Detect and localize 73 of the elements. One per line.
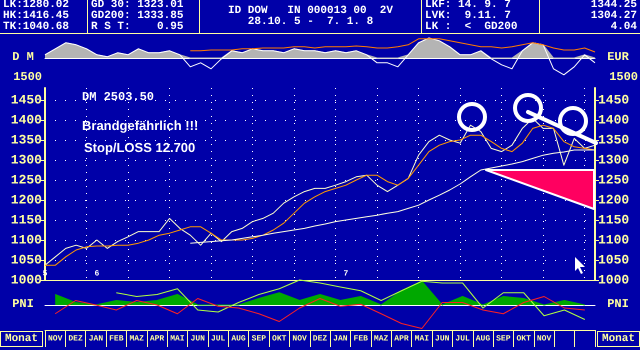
x-tick-label: MAI [170, 334, 185, 344]
x-tick-label: 5 [42, 270, 48, 278]
text: R S T: 0.95 [91, 21, 184, 33]
x-tick-label: FEB [354, 334, 368, 344]
y-axis-title: PNI [11, 297, 35, 311]
x-tick-label: APR [150, 334, 164, 344]
x-tick-label: DEZ [68, 334, 83, 344]
x-tick-label: JUN [435, 334, 450, 344]
y-tick-label: 1000 [10, 272, 42, 288]
y-tick-label: 1450 [10, 92, 42, 108]
y2-tick-label: 1400 [598, 112, 630, 128]
x-tick-label: SEP [496, 334, 511, 344]
x-tick-label: MAZ [129, 334, 144, 344]
y-tick-label: 1050 [10, 252, 42, 268]
x-tick-label: JUL [455, 334, 470, 344]
text: 28.10. 5 - 7. 1. 8 [248, 16, 374, 28]
x-tick-label: APR [394, 334, 409, 344]
y2-tick-label: 1050 [598, 252, 630, 268]
y-tick-label: 1100 [10, 232, 42, 248]
text: TK:1040.68 [3, 21, 70, 33]
annotation: Stop/LOSS 12.700 [84, 140, 196, 155]
y-tick-label: 1150 [10, 212, 42, 228]
x-tick-label: OKT [272, 334, 287, 344]
text: GD 30: 1323.01 [91, 0, 184, 11]
y2-tick-label: 1450 [598, 92, 630, 108]
text: HK:1416.45 [3, 10, 70, 22]
y2-tick-label: 1150 [598, 212, 630, 228]
y2-axis-title: EUR [606, 50, 630, 64]
y2-tick-label: 1100 [598, 232, 630, 248]
x-tick-label: JAN [88, 334, 104, 344]
y2-tick-label: 1250 [598, 172, 630, 188]
text: LVK: 9.11. 7 [425, 10, 511, 22]
text: LK:1280.02 [3, 0, 70, 11]
x-tick-label: MAZ [374, 334, 389, 344]
x-tick-label: SEP [252, 334, 266, 344]
x-tick-label: DEZ [312, 334, 328, 344]
x-tick-label: MAI [414, 334, 430, 344]
x-tick-label: 6 [94, 270, 100, 278]
text: LK : < GD200 [425, 21, 518, 33]
y-tick-label: 1350 [10, 132, 42, 148]
y2-tick-label: 1000 [598, 272, 630, 288]
text: 1500 [12, 70, 42, 84]
y-tick-label: 1300 [10, 152, 42, 168]
text: 1344.25 [590, 0, 637, 11]
text: 4.04 [610, 21, 637, 33]
x-tick-label: NOV [536, 334, 552, 344]
x-tick-label: AUG [476, 334, 490, 344]
x-tick-label: JUN [190, 334, 206, 344]
x-tick-label: NOV [48, 334, 63, 344]
x-axis-title: Monat [597, 331, 640, 347]
y-tick-label: 1400 [10, 112, 42, 128]
y2-tick-label: 1300 [598, 152, 630, 168]
annotation: DM 2503.50 [82, 90, 154, 104]
x-tick-label: NOV [292, 334, 308, 344]
x-tick-label: AUG [231, 334, 246, 344]
text: Monat [4, 333, 38, 345]
text: 1500 [609, 70, 638, 84]
y2-tick-label: 1200 [598, 192, 630, 208]
y2-axis-title: PNI [606, 297, 630, 311]
annotation: Brandgefährlich !!! [82, 118, 198, 133]
text: ID DOW IN 000013 00 2V [228, 5, 394, 17]
y-tick-label: 1200 [10, 192, 42, 208]
y2-tick-label: 1350 [598, 132, 630, 148]
x-tick-label: 7 [344, 270, 349, 278]
x-tick-label: JUL [210, 334, 226, 344]
text: LKF: 14. 9. 7 [425, 0, 511, 11]
x-tick-label: OKT [516, 334, 532, 344]
x-tick-label: JAN [333, 334, 348, 344]
text: GD200: 1333.85 [91, 10, 184, 22]
x-tick-label: FEB [109, 334, 124, 344]
y-axis-title: D M [11, 50, 35, 64]
text: 1304.27 [590, 10, 637, 22]
y-tick-label: 1250 [10, 172, 42, 188]
